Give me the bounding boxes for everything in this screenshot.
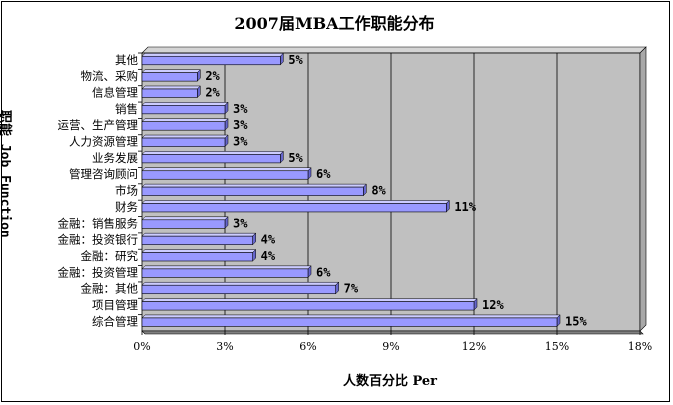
y-tick-label: 金融：其他: [81, 282, 139, 296]
bar-top-face: [141, 314, 561, 319]
y-tick-label: 综合管理: [92, 314, 138, 328]
plot-top-face: [141, 46, 647, 54]
bar-data-label: 4%: [261, 233, 276, 247]
bar-data-label: 11%: [454, 200, 476, 214]
bar-top-face: [141, 53, 284, 57]
bar-top-face: [141, 265, 312, 270]
bar-top-face: [141, 167, 312, 171]
bar-data-label: 2%: [205, 69, 220, 83]
bar: [141, 235, 253, 245]
bar: [141, 105, 226, 115]
bar-top-face: [141, 216, 229, 221]
bar: [141, 137, 226, 147]
bar-data-label: 8%: [371, 184, 386, 198]
bar: [141, 219, 226, 229]
bar: [141, 284, 336, 295]
bar-data-label: 3%: [233, 102, 248, 116]
y-tick-label: 管理咨询顾问: [69, 167, 138, 181]
bar: [141, 268, 309, 278]
x-tick-label: 3%: [216, 340, 233, 353]
bar: [141, 317, 558, 327]
bar-data-label: 7%: [344, 282, 359, 296]
bar: [141, 252, 253, 262]
y-tick-label: 其他: [115, 53, 138, 67]
y-tick-label: 金融：研究: [81, 249, 139, 263]
bar: [141, 88, 198, 98]
bar-top-face: [141, 249, 257, 253]
bar-data-label: 5%: [288, 53, 303, 67]
y-tick-label: 金融：销售服务: [58, 216, 139, 230]
x-tick-label: 6%: [299, 340, 316, 353]
bar-data-label: 3%: [233, 216, 248, 230]
bar: [141, 186, 364, 196]
bar-data-label: 12%: [482, 298, 504, 312]
y-tick-label: 业务发展: [92, 151, 138, 165]
y-tick-label: 市场: [115, 184, 138, 198]
plot-side-face: [639, 46, 647, 332]
bar: [141, 203, 447, 213]
bar-top-face: [141, 102, 229, 106]
y-tick-label: 金融：投资银行: [58, 233, 139, 247]
y-axis-title: 职能 Job Function: [0, 110, 12, 238]
bar: [141, 55, 281, 66]
bar-top-face: [141, 85, 201, 90]
bar-data-label: 3%: [233, 135, 248, 149]
plot-floor: [141, 330, 644, 335]
bar-data-label: 15%: [565, 314, 587, 328]
x-tick-label: 0%: [133, 340, 150, 353]
x-tick-label: 15%: [545, 340, 569, 353]
bar-top-face: [141, 200, 450, 204]
bar-top-face: [141, 151, 284, 155]
y-tick-label: 人力资源管理: [69, 135, 138, 149]
x-tick-label: 9%: [382, 340, 399, 353]
y-tick-label: 物流、采购: [81, 69, 139, 83]
y-tick-label: 销售: [115, 102, 138, 116]
bar: [141, 301, 475, 311]
bar-top-face: [141, 281, 340, 286]
bar-top-face: [141, 69, 201, 73]
bar-data-label: 6%: [316, 265, 331, 279]
bar-top-face: [141, 232, 257, 237]
y-tick-label: 金融：投资管理: [58, 265, 139, 279]
bar-data-label: 5%: [288, 151, 303, 165]
x-tick-label: 12%: [462, 340, 486, 353]
bar-top-face: [141, 118, 229, 122]
bar-top-face: [141, 298, 478, 302]
bar: [141, 72, 198, 82]
bar-top-face: [141, 134, 229, 139]
bar-data-label: 4%: [261, 249, 276, 263]
x-tick-label: 18%: [628, 340, 652, 353]
x-axis-title: 人数百分比 Per: [342, 374, 438, 389]
bar-data-label: 2%: [205, 85, 220, 99]
bar-data-label: 6%: [316, 167, 331, 181]
bar-top-face: [141, 183, 367, 188]
bar: [141, 121, 226, 131]
y-tick-label: 财务: [115, 200, 138, 214]
bar: [141, 154, 281, 164]
bar: [141, 170, 309, 180]
bar-data-label: 3%: [233, 118, 248, 132]
chart-title: 2007届MBA工作职能分布: [234, 14, 435, 33]
y-tick-label: 信息管理: [92, 85, 138, 99]
y-tick-label: 运营、生产管理: [58, 118, 139, 132]
y-tick-label: 项目管理: [92, 298, 138, 312]
